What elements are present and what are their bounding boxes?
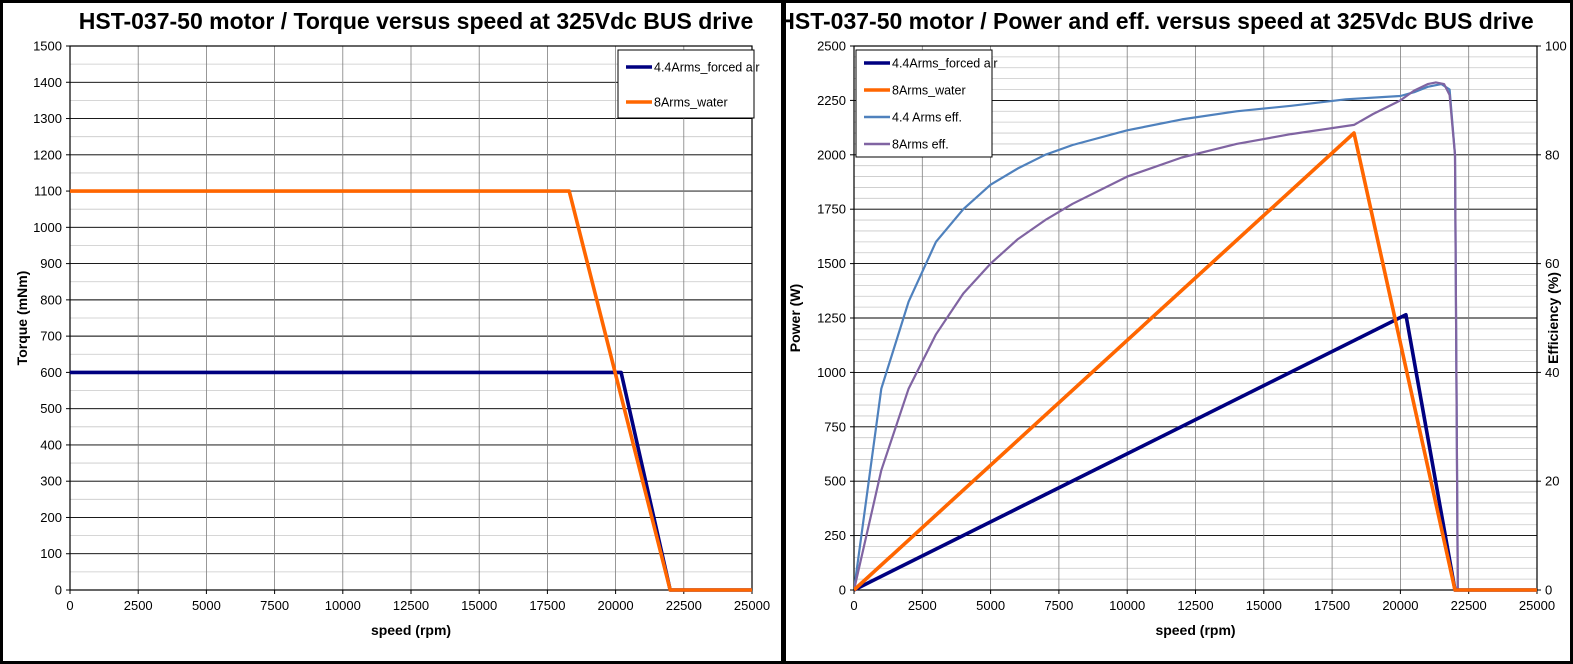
y2-axis-label: Efficiency (%) xyxy=(1545,272,1561,364)
x-tick-label: 22500 xyxy=(666,598,702,613)
x-tick-label: 17500 xyxy=(1314,598,1350,613)
y-tick-label: 1300 xyxy=(33,111,62,126)
y-tick-label: 250 xyxy=(824,528,846,543)
series-line-2 xyxy=(854,131,1537,592)
x-axis-label: speed (rpm) xyxy=(1155,622,1235,638)
x-tick-label: 0 xyxy=(850,598,857,613)
y-tick-label: 600 xyxy=(40,365,62,380)
x-tick-label: 7500 xyxy=(1044,598,1073,613)
chart-title: HST-037-50 motor / Power and eff. versus… xyxy=(786,8,1534,34)
series-line-4 xyxy=(854,81,1459,591)
legend-label: 4.4 Arms eff. xyxy=(892,111,962,125)
y-tick-label: 1200 xyxy=(33,147,62,162)
y-tick-label: 750 xyxy=(824,419,846,434)
y-tick-label: 800 xyxy=(40,292,62,307)
x-tick-label: 10000 xyxy=(325,598,361,613)
y2-tick-label: 60 xyxy=(1545,256,1559,271)
y2-tick-label: 40 xyxy=(1545,365,1559,380)
power-efficiency-chart-panel: 0 250 500 750 1000 1250 1500 1750 2000 2250 2500 0 2… xyxy=(784,0,1573,664)
legend-box xyxy=(617,49,755,119)
y-tick-label: 1500 xyxy=(817,256,846,271)
x-tick-label: 12500 xyxy=(393,598,429,613)
legend-label: 4.4Arms_forced air xyxy=(654,61,760,75)
power-efficiency-chart: 0250500750100012501500175020002250250002… xyxy=(786,8,1567,638)
y2-tick-label: 100 xyxy=(1545,39,1567,54)
x-tick-label: 5000 xyxy=(192,598,221,613)
y-tick-label: 1000 xyxy=(33,220,62,235)
legend-label: 8Arms eff. xyxy=(892,138,949,152)
x-tick-label: 25000 xyxy=(734,598,770,613)
y-tick-label: 2000 xyxy=(817,147,846,162)
y-tick-label: 1100 xyxy=(34,184,62,199)
y-tick-label: 900 xyxy=(40,256,62,271)
y-tick-label: 1500 xyxy=(33,39,62,54)
y-tick-label: 2500 xyxy=(817,39,846,54)
x-tick-label: 2500 xyxy=(908,598,937,613)
x-tick-label: 25000 xyxy=(1519,598,1555,613)
y-tick-label: 1000 xyxy=(817,365,846,380)
chart-title: HST-037-50 motor / Torque versus speed a… xyxy=(79,8,753,34)
x-tick-label: 17500 xyxy=(529,598,565,613)
y-tick-label: 300 xyxy=(40,474,62,489)
y-tick-label: 400 xyxy=(40,437,62,452)
y2-tick-label: 20 xyxy=(1545,474,1559,489)
y2-tick-label: 0 xyxy=(1545,583,1552,598)
legend-label: 4.4Arms_forced air xyxy=(892,57,998,71)
x-tick-label: 0 xyxy=(66,598,73,613)
y-tick-label: 1750 xyxy=(817,202,846,217)
x-tick-label: 12500 xyxy=(1177,598,1213,613)
y-tick-label: 100 xyxy=(40,546,62,561)
x-tick-label: 22500 xyxy=(1451,598,1487,613)
legend-label: 8Arms_water xyxy=(892,84,966,98)
y-tick-label: 1400 xyxy=(33,75,62,90)
y-tick-label: 200 xyxy=(40,510,62,525)
series-line-3 xyxy=(854,82,1459,591)
y-tick-label: 0 xyxy=(55,583,62,598)
x-tick-label: 2500 xyxy=(124,598,153,613)
y-tick-label: 700 xyxy=(40,329,62,344)
x-tick-label: 15000 xyxy=(1246,598,1282,613)
legend-box xyxy=(855,49,993,158)
y-tick-label: 2250 xyxy=(817,93,846,108)
x-tick-label: 10000 xyxy=(1109,598,1145,613)
series-line-2 xyxy=(70,189,752,592)
legend-label: 8Arms_water xyxy=(654,96,728,110)
y-tick-label: 500 xyxy=(824,474,846,489)
x-tick-label: 7500 xyxy=(260,598,289,613)
y-tick-label: 0 xyxy=(839,583,846,598)
x-tick-label: 15000 xyxy=(461,598,497,613)
y-axis-label: Power (W) xyxy=(787,284,803,352)
torque-chart-panel: 0 100 200 300 400 500 600 700 800 900 1000 1100 1200… xyxy=(0,0,784,664)
x-tick-label: 20000 xyxy=(598,598,634,613)
x-axis-label: speed (rpm) xyxy=(371,622,451,638)
y-tick-label: 500 xyxy=(40,401,62,416)
y2-tick-label: 80 xyxy=(1545,147,1559,162)
torque-chart: 0 100 200 300 400 500 600 700 800 900 1000 1100 1200… xyxy=(14,8,770,638)
x-tick-label: 5000 xyxy=(976,598,1005,613)
x-tick-label: 20000 xyxy=(1382,598,1418,613)
y-tick-label: 1250 xyxy=(817,311,846,326)
y-axis-label: Torque (mNm) xyxy=(14,271,30,366)
